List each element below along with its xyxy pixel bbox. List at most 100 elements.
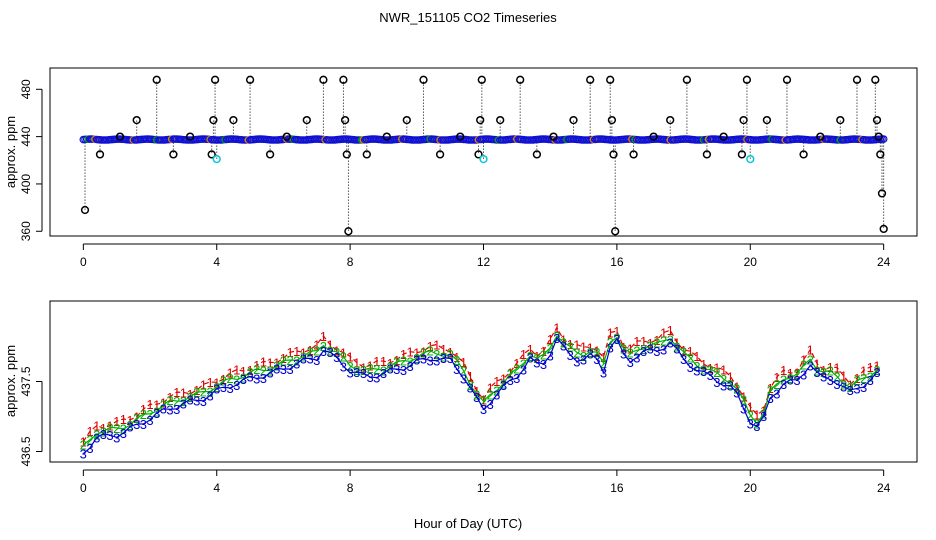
- series-marker-3: 3: [93, 430, 100, 445]
- series-marker-1: 1: [760, 403, 767, 418]
- series-marker-3: 3: [633, 350, 640, 365]
- data-point-spike: [666, 115, 675, 125]
- series-marker-1: 1: [106, 419, 113, 434]
- data-point-spike: [419, 75, 428, 84]
- series-marker-3: 3: [780, 377, 787, 392]
- series-marker-3: 3: [740, 402, 747, 417]
- series-marker-2: 2: [500, 376, 507, 391]
- bottom-x-tick-label: 12: [477, 481, 491, 495]
- series-marker-2: 2: [567, 339, 574, 354]
- data-point-spike: [265, 150, 275, 159]
- series-marker-3: 3: [213, 382, 220, 397]
- series-marker-1: 1: [313, 337, 320, 352]
- series-marker-1: 1: [240, 364, 247, 379]
- series-marker-3: 3: [573, 354, 580, 369]
- series-marker-1: 1: [360, 361, 367, 376]
- series-marker-3: 3: [560, 338, 567, 353]
- series-marker-3: 3: [440, 351, 447, 366]
- bottom-x-tick-label: 16: [610, 481, 624, 495]
- series-marker-1: 1: [366, 358, 373, 373]
- series-marker-1: 1: [813, 356, 820, 371]
- series-marker-2: 2: [233, 372, 240, 387]
- chart-title: NWR_151105 CO2 Timeseries: [379, 10, 557, 25]
- series-marker-3: 3: [106, 428, 113, 443]
- data-point-spike: [342, 150, 351, 159]
- series-marker-2: 2: [800, 358, 807, 373]
- series-marker-3: 3: [386, 362, 393, 377]
- series-marker-1: 1: [653, 333, 660, 348]
- series-marker-3: 3: [206, 388, 213, 403]
- data-point-spike: [80, 205, 90, 215]
- series-marker-3: 3: [547, 348, 554, 363]
- series-marker-1: 1: [260, 354, 267, 369]
- series-marker-2: 2: [333, 345, 340, 360]
- series-marker-3: 3: [413, 353, 420, 368]
- data-point-spike: [302, 115, 311, 125]
- series-marker-3: 3: [366, 370, 373, 385]
- series-marker-1: 1: [667, 323, 674, 338]
- series-marker-3: 3: [733, 385, 740, 400]
- series-marker-2: 2: [260, 364, 267, 379]
- series-marker-3: 3: [500, 378, 507, 393]
- series-marker-1: 1: [206, 375, 213, 390]
- data-point-spike: [207, 150, 216, 159]
- series-marker-2: 2: [366, 361, 373, 376]
- series-marker-1: 1: [340, 345, 347, 360]
- series-marker-1: 1: [413, 346, 420, 361]
- series-marker-2: 2: [373, 362, 380, 377]
- bottom-y-tick-label: 436.5: [19, 436, 33, 466]
- series-marker-1: 1: [740, 390, 747, 405]
- series-marker-2: 2: [93, 428, 100, 443]
- series-marker-3: 3: [100, 427, 107, 442]
- series-marker-2: 2: [673, 339, 680, 354]
- series-marker-1: 1: [513, 356, 520, 371]
- series-marker-3: 3: [687, 360, 694, 375]
- series-marker-3: 3: [286, 362, 293, 377]
- series-marker-2: 2: [160, 398, 167, 413]
- series-marker-3: 3: [253, 371, 260, 386]
- series-marker-2: 2: [273, 358, 280, 373]
- series-marker-3: 3: [173, 402, 180, 417]
- series-marker-3: 3: [186, 392, 193, 407]
- series-marker-1: 1: [680, 343, 687, 358]
- series-marker-1: 1: [720, 363, 727, 378]
- series-marker-3: 3: [673, 341, 680, 356]
- series-marker-1: 1: [453, 350, 460, 365]
- series-marker-3: 3: [753, 419, 760, 434]
- series-marker-2: 2: [640, 342, 647, 357]
- series-marker-1: 1: [807, 343, 814, 358]
- series-marker-3: 3: [553, 331, 560, 346]
- series-marker-1: 1: [700, 357, 707, 372]
- series-marker-2: 2: [860, 371, 867, 386]
- series-marker-1: 1: [747, 400, 754, 415]
- series-marker-1: 1: [273, 356, 280, 371]
- data-point-spike: [569, 115, 578, 125]
- series-marker-1: 1: [533, 349, 540, 364]
- series-marker-2: 2: [533, 351, 540, 366]
- series-marker-3: 3: [333, 350, 340, 365]
- series-marker-2: 2: [226, 371, 233, 386]
- series-marker-3: 3: [133, 417, 140, 432]
- series-marker-2: 2: [607, 335, 614, 350]
- data-point-spike: [362, 150, 371, 159]
- series-marker-1: 1: [520, 347, 527, 362]
- series-marker-2: 2: [707, 362, 714, 377]
- data-point-spike: [609, 150, 618, 159]
- series-marker-2: 2: [173, 394, 180, 409]
- series-marker-1: 1: [286, 345, 293, 360]
- series-marker-1: 1: [113, 414, 120, 429]
- data-point-spike: [344, 227, 353, 236]
- series-marker-3: 3: [373, 371, 380, 386]
- series-marker-3: 3: [707, 368, 714, 383]
- series-marker-2: 2: [100, 425, 107, 440]
- series-marker-2: 2: [727, 377, 734, 392]
- series-marker-2: 2: [780, 373, 787, 388]
- series-marker-2: 2: [833, 369, 840, 384]
- top-y-tick-label: 400: [19, 174, 33, 194]
- series-marker-3: 3: [447, 351, 454, 366]
- series-marker-1: 1: [153, 397, 160, 412]
- series-marker-2: 2: [660, 334, 667, 349]
- series-marker-1: 1: [86, 424, 93, 439]
